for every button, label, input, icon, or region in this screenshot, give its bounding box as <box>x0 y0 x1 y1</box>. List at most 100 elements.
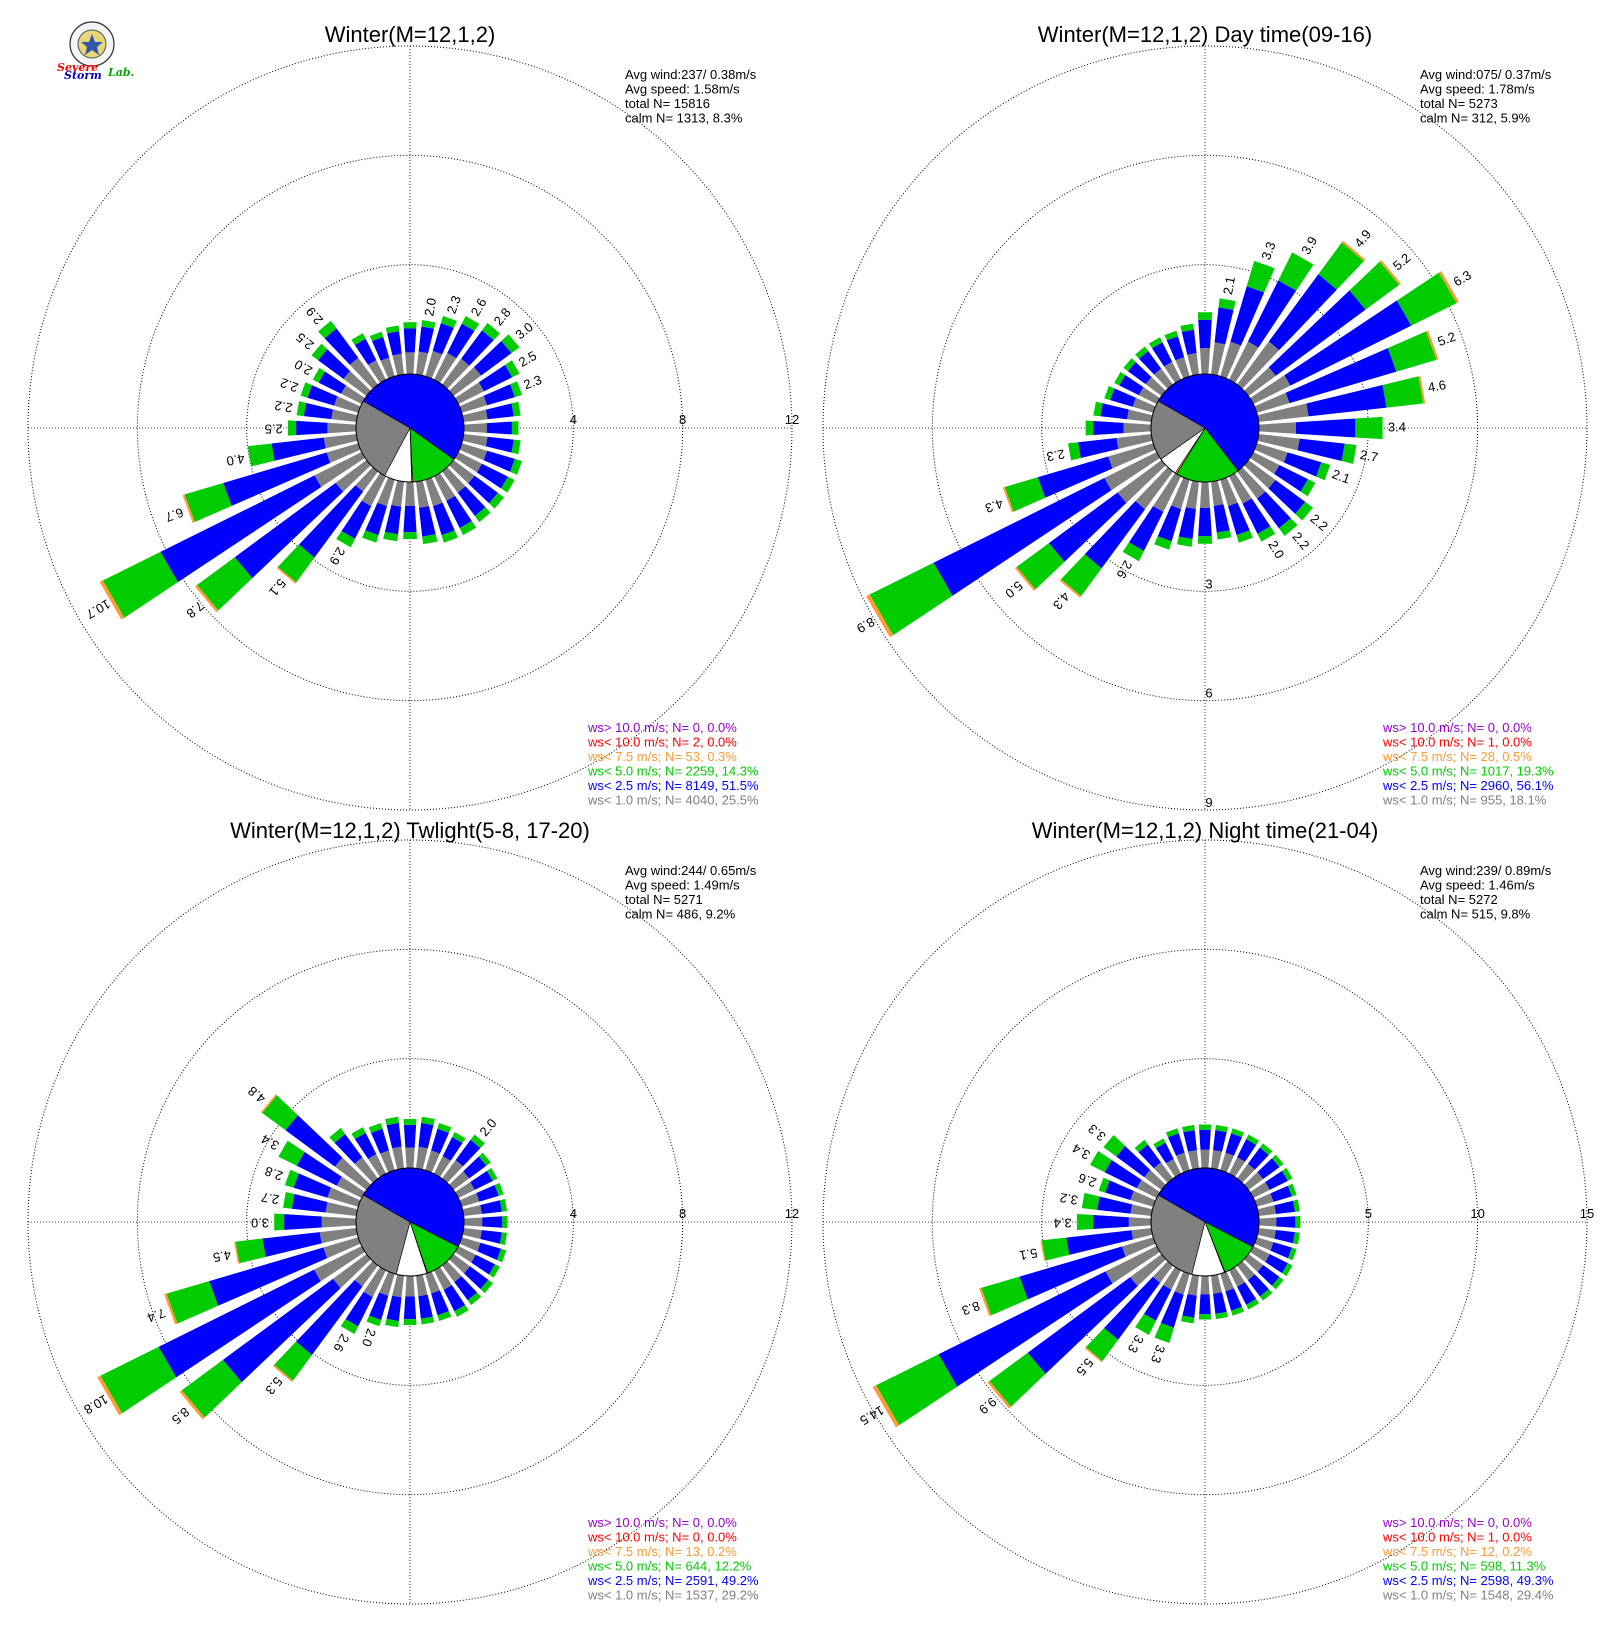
bar-value-label: 3.9 <box>1298 234 1320 257</box>
bar-segment-ws_lt_5 <box>989 1352 1046 1407</box>
bar-segment-ws_lt_2_5 <box>1237 1282 1257 1305</box>
bar-segment-ws_lt_1 <box>405 481 415 506</box>
bar-segment-ws_lt_1 <box>327 422 357 434</box>
bar-segment-ws_lt_5 <box>184 482 232 523</box>
grid-ring <box>822 45 1588 811</box>
sector-bar <box>416 1274 435 1325</box>
bar-segment-ws_lt_1 <box>377 477 395 507</box>
bar-segment-ws_lt_2_5 <box>387 331 402 356</box>
bar-segment-ws_lt_5 <box>385 325 400 334</box>
bar-segment-ws_lt_5 <box>1016 543 1065 590</box>
sector-bar <box>366 1271 395 1327</box>
bar-value-label: 2.9 <box>303 304 326 327</box>
bar-segment-ws_lt_5 <box>1287 1247 1297 1261</box>
sector-bar <box>1220 1271 1245 1316</box>
sector-bar <box>462 1199 508 1216</box>
bar-value-label: 8.5 <box>169 1404 192 1427</box>
sector-bar <box>459 381 523 413</box>
bar-segment-ws_lt_2_5 <box>1019 1246 1126 1300</box>
bar-segment-ws_lt_2_5 <box>354 338 377 365</box>
bar-segment-ws_lt_1 <box>331 409 358 422</box>
bar-segment-ws_lt_1 <box>343 370 371 396</box>
bar-segment-ws_lt_5 <box>1215 1124 1228 1133</box>
bar-value-label: 4.8 <box>245 1083 268 1106</box>
bar-segment-ws_lt_2_5 <box>1274 464 1308 492</box>
bar-segment-ws_lt_2_5 <box>483 384 515 406</box>
legend-entry: ws< 10.0 m/s; N= 1, 0.0% <box>1382 735 1532 750</box>
sector-bar <box>872 1246 1161 1428</box>
bar-segment-ws_lt_1 <box>1130 1254 1166 1287</box>
panel-title: Winter(M=12,1,2) Day time(09-16) <box>1038 22 1372 47</box>
sector-bar <box>1154 1271 1190 1344</box>
sector-bar <box>1237 240 1366 389</box>
bar-segment-ws_lt_5 <box>1316 462 1331 481</box>
bar-segment-ws_lt_2_5 <box>418 506 436 537</box>
legend-entry: ws< 10.0 m/s; N= 0, 0.0% <box>587 1530 737 1545</box>
pie-outline <box>1150 1167 1260 1277</box>
sector-bar <box>1229 252 1314 384</box>
bar-segment-ws_lt_1 <box>1229 1266 1246 1287</box>
bar-segment-ws_lt_2_5 <box>307 385 338 406</box>
sector-bar <box>1220 260 1275 379</box>
sector-bar <box>260 1094 371 1190</box>
bar-segment-ws_lt_5 <box>440 315 457 328</box>
bar-segment-ws_lt_5 <box>1246 1134 1260 1145</box>
bar-value-label: 2.3 <box>444 294 464 316</box>
bar-value-label: 2.1 <box>1220 275 1238 295</box>
sector-bar <box>1090 1150 1161 1198</box>
sector-bar <box>1237 1261 1273 1301</box>
bar-segment-ws_lt_1 <box>454 382 485 404</box>
sector-bar <box>1229 472 1276 542</box>
bar-segment-ws_lt_2_5 <box>1242 498 1271 534</box>
sector-bar <box>1211 480 1232 540</box>
bar-segment-ws_lt_1 <box>425 477 443 507</box>
legend-entry: ws< 10.0 m/s; N= 2, 0.0% <box>587 735 737 750</box>
bar-segment-ws_lt_5 <box>1180 1315 1195 1324</box>
bar-segment-ws_lt_2_5 <box>1213 504 1230 533</box>
bar-segment-ws_lt_2_5 <box>1265 1170 1288 1190</box>
bar-segment-ws_lt_1 <box>1152 1261 1173 1283</box>
bar-segment-ws_lt_2_5 <box>1213 1292 1227 1314</box>
bar-segment-ws_lt_1 <box>1257 434 1300 451</box>
bar-segment-ws_lt_2_5 <box>1183 1130 1197 1152</box>
bar-segment-ws_lt_5 <box>312 367 325 383</box>
bar-segment-ws_lt_5 <box>1349 261 1400 310</box>
bar-segment-ws_lt_5 <box>1098 1177 1110 1193</box>
bar-segment-ws_lt_2_5 <box>1247 1147 1269 1170</box>
bar-segment-ws_lt_5 <box>166 1281 219 1324</box>
bar-segment-ws_lt_2_5 <box>1116 1145 1151 1178</box>
sector-bar <box>1076 1213 1152 1231</box>
bar-segment-ws_lt_5 <box>403 322 417 329</box>
sector-bar <box>1068 434 1153 461</box>
bar-value-label: 2.2 <box>273 398 293 416</box>
sector-bar <box>164 1237 361 1325</box>
bar-segment-ws_lt_1 <box>333 396 361 413</box>
bar-segment-ws_lt_1 <box>1220 1152 1234 1173</box>
bar-segment-ws_lt_5 <box>441 530 458 543</box>
bar-segment-ws_lt_2_5 <box>1199 1129 1211 1150</box>
bar-segment-ws_lt_1 <box>454 1181 475 1198</box>
bar-segment-ws_lt_5 <box>437 1123 452 1133</box>
bar-segment-ws_lt_1 <box>434 1266 452 1290</box>
bar-segment-ws_lt_5 <box>1341 443 1357 464</box>
bar-segment-ws_lt_5 <box>422 534 438 545</box>
sector-bar <box>454 360 520 404</box>
bar-segment-ws_lt_2_5 <box>1104 1160 1142 1189</box>
bar-segment-ws_lt_1 <box>1211 1150 1223 1170</box>
bar-segment-ws_lt_1 <box>449 1171 470 1190</box>
bar-segment-ws_lt_1 <box>1135 467 1173 510</box>
bar-segment-ws_lt_7_5 <box>1084 1347 1103 1363</box>
bar-segment-ws_lt_2_5 <box>1199 1294 1211 1315</box>
sector-bar <box>462 434 521 455</box>
sector-bar <box>449 334 520 396</box>
bar-segment-ws_lt_7_5 <box>979 1287 992 1317</box>
legend-entry: ws< 7.5 m/s; N= 28, 0.5% <box>1382 749 1532 764</box>
bar-segment-ws_lt_1 <box>1108 443 1156 469</box>
stats-line: Avg wind:244/ 0.65m/s <box>625 863 757 878</box>
bar-segment-ws_lt_2_5 <box>455 1139 481 1167</box>
bar-segment-ws_lt_2_5 <box>384 505 402 535</box>
bar-segment-ws_lt_2_5 <box>1257 1158 1280 1180</box>
sector-bar <box>1249 271 1460 404</box>
sector-bar <box>1059 467 1173 598</box>
bar-segment-ws_lt_5 <box>454 1305 469 1317</box>
